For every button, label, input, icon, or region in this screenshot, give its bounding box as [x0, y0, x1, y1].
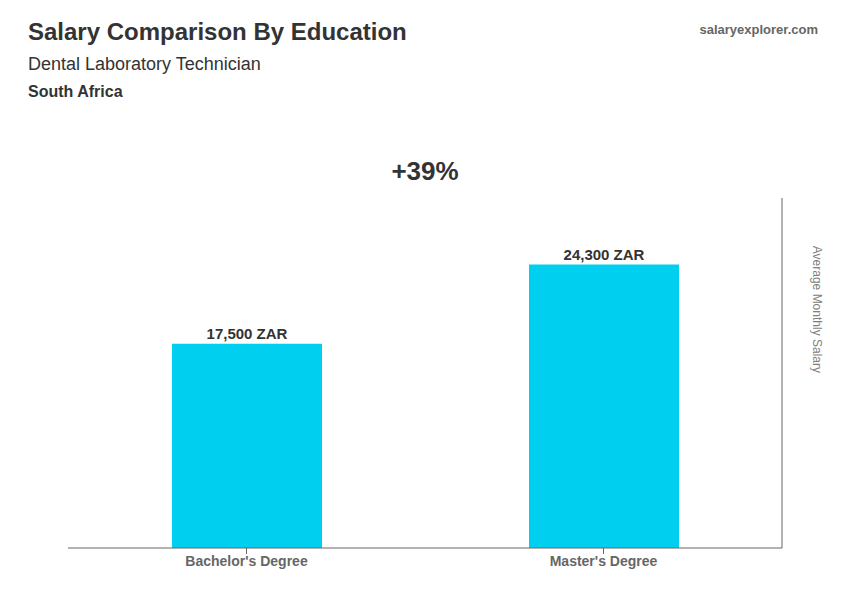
svg-text:Master's Degree: Master's Degree — [550, 553, 658, 569]
html-text:South Africa: South Africa — [28, 83, 123, 100]
html-text:salaryexplorer.com: salaryexplorer.com — [699, 22, 818, 37]
svg-text:24,300 ZAR: 24,300 ZAR — [564, 246, 645, 263]
svg-text:Average Monthly Salary: Average Monthly Salary — [810, 246, 824, 373]
html-text:+39%: +39% — [391, 156, 459, 186]
svg-text:17,500 ZAR: 17,500 ZAR — [207, 325, 288, 342]
svg-text:Bachelor's Degree: Bachelor's Degree — [185, 553, 308, 569]
html-text:Salary Comparison By Education: Salary Comparison By Education — [28, 18, 407, 45]
html-text:Dental Laboratory Technician: Dental Laboratory Technician — [28, 54, 261, 74]
